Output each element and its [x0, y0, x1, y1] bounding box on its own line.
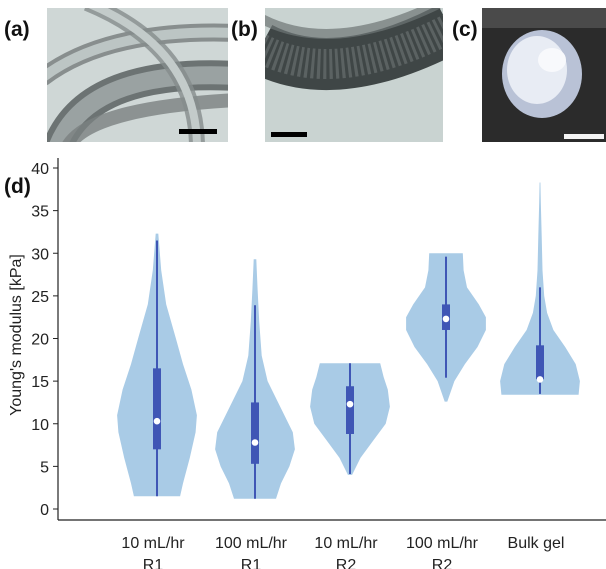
panel-label-c: (c) — [452, 18, 478, 41]
micrograph-a-image — [47, 8, 228, 142]
x-category-label: R1 — [143, 557, 164, 569]
violin-median — [442, 315, 450, 323]
violin-median — [153, 417, 161, 425]
violin-median — [346, 400, 354, 408]
micrograph-b — [265, 8, 443, 142]
y-tick-label: 30 — [31, 246, 49, 263]
micrograph-a — [47, 8, 228, 142]
y-tick-label: 5 — [40, 459, 49, 476]
micrograph-b-image — [265, 8, 443, 142]
violin-iqr-box — [153, 368, 161, 450]
x-category-label: R1 — [241, 557, 262, 569]
scale-bar-c — [564, 134, 604, 139]
panel-label-b: (b) — [231, 18, 258, 41]
violin-iqr-box — [346, 386, 354, 434]
panel-label-d: (d) — [4, 175, 31, 198]
y-tick-label: 0 — [40, 502, 49, 519]
y-tick-label: 20 — [31, 332, 49, 349]
violin-iqr-box — [251, 402, 259, 464]
panel-label-a: (a) — [4, 18, 30, 41]
x-category-label: 100 mL/hr — [215, 535, 288, 552]
y-axis-label: Young's modulus [kPa] — [8, 254, 25, 416]
violin-median — [251, 439, 259, 446]
y-tick-label: 10 — [31, 417, 49, 434]
x-category-label: R2 — [432, 557, 453, 569]
photo-c-image — [482, 8, 606, 142]
violin-median — [536, 376, 544, 383]
x-category-label: 10 mL/hr — [314, 535, 378, 552]
scale-bar-b — [271, 132, 307, 137]
y-tick-label: 15 — [31, 374, 49, 391]
x-category-label: Bulk gel — [508, 535, 565, 552]
x-category-label: R2 — [336, 557, 357, 569]
x-category-label: 100 mL/hr — [406, 535, 479, 552]
violin-iqr-box — [536, 345, 544, 380]
y-tick-label: 25 — [31, 289, 49, 306]
x-category-label: 10 mL/hr — [121, 535, 185, 552]
photo-c — [482, 8, 606, 142]
y-tick-label: 40 — [31, 161, 49, 178]
scale-bar-a — [179, 129, 217, 134]
y-tick-label: 35 — [31, 204, 49, 221]
